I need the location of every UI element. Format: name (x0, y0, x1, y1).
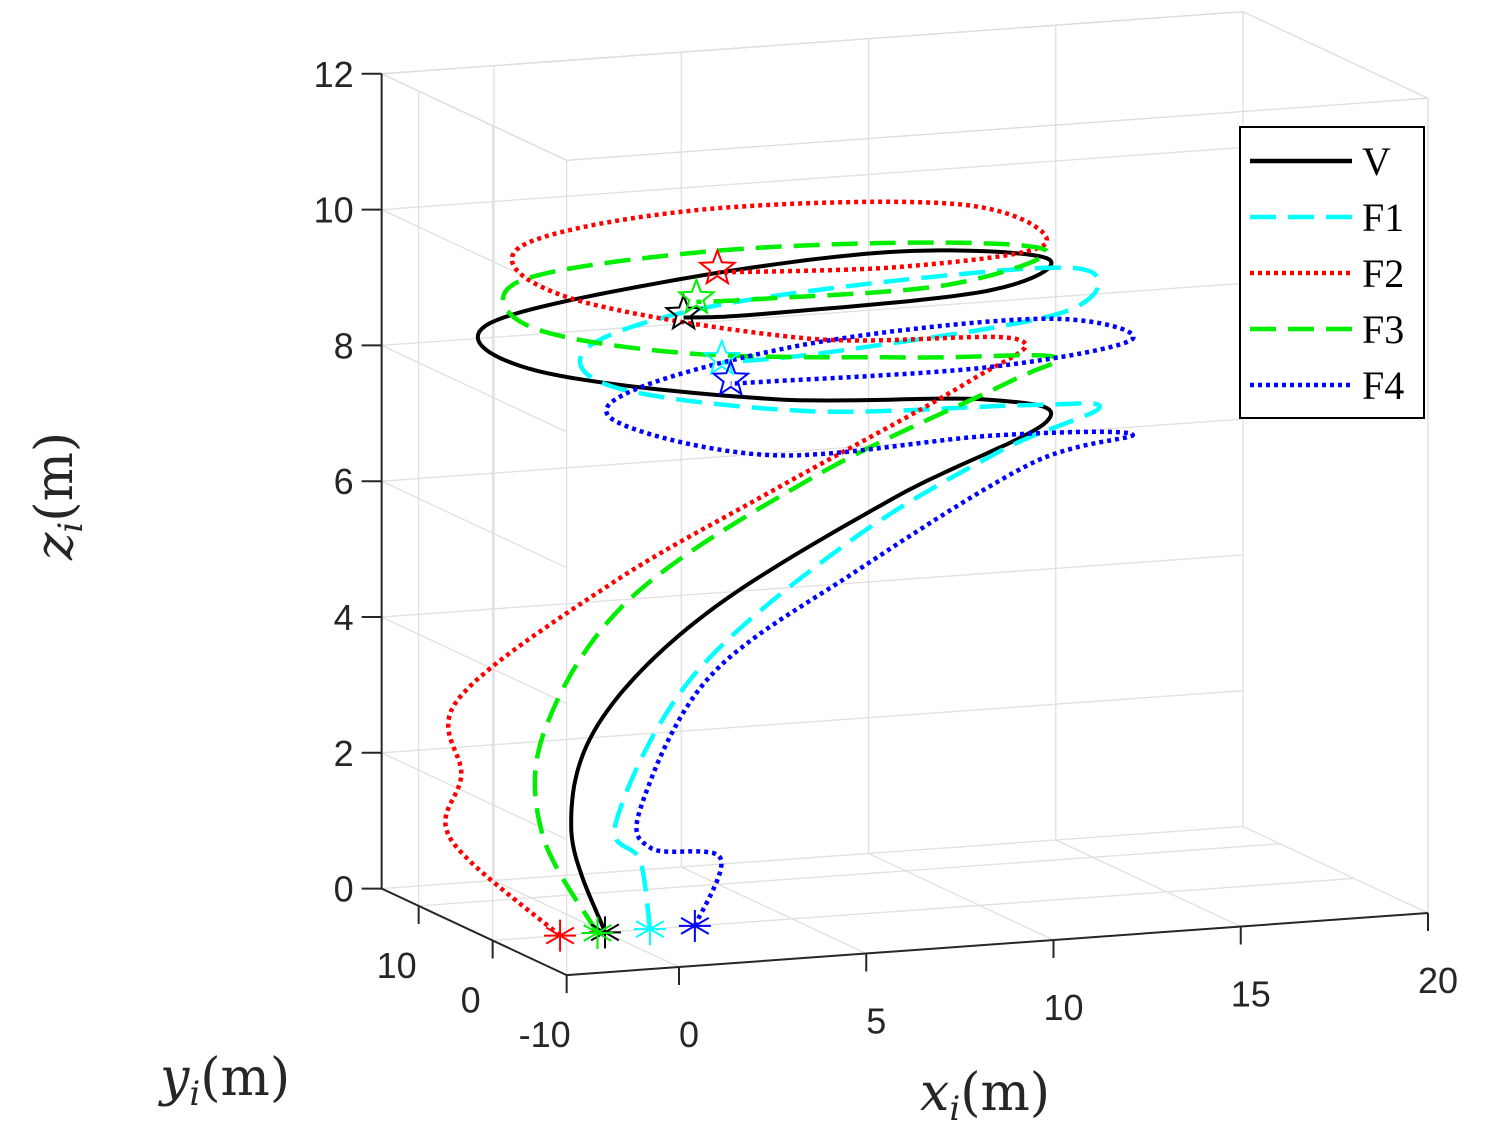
x-tick-label: 5 (866, 1001, 886, 1042)
grid-floor-x (1242, 825, 1429, 914)
end-marker-F4 (710, 358, 751, 397)
x-tick-label: 10 (1043, 987, 1083, 1028)
y-axis-label: yi(m) (158, 1048, 290, 1114)
legend-label-F2: F2 (1362, 251, 1404, 296)
grid-floor-y (418, 843, 1281, 907)
z-tick-label: 10 (314, 190, 354, 231)
z-tick-label: 4 (334, 597, 354, 638)
x-axis-label: xi(m) (920, 1063, 1050, 1127)
legend-label-F4: F4 (1362, 363, 1404, 408)
x-tick-label: 15 (1231, 974, 1271, 1015)
end-marker-F1 (701, 337, 742, 376)
start-marker-F2 (544, 919, 577, 952)
grid-floor-y (492, 877, 1355, 942)
x-tick-label: 20 (1418, 960, 1458, 1001)
grid-floor-x (680, 866, 867, 955)
y-tick-label: -10 (519, 1014, 571, 1055)
box-edge (381, 11, 1244, 75)
grid-floor-x (493, 879, 680, 968)
box-edge (381, 73, 567, 161)
legend-item-F3: F3 (1250, 307, 1404, 352)
z-tick-label: 2 (334, 733, 354, 774)
axis-ticks: 0 5 10 15 20 10 0 -10 0 2 4 6 8 10 12 (314, 54, 1458, 1055)
legend-label-F3: F3 (1362, 307, 1404, 352)
grid-floor-x (1055, 839, 1242, 928)
x-tick-label: 0 (679, 1014, 699, 1055)
x-axis-line (566, 912, 1429, 977)
grid-back-z (381, 825, 1244, 890)
end-marker-F2 (697, 247, 738, 286)
series-lines (443, 199, 1136, 938)
grid-left-z (381, 752, 567, 840)
box-edge (1242, 11, 1429, 99)
grid-back-z (381, 418, 1244, 482)
legend-item-F1: F1 (1250, 195, 1404, 240)
end-marker-F3 (676, 277, 717, 315)
series-line-F2 (443, 199, 1050, 938)
series-line-F3 (500, 240, 1062, 935)
y-tick-label: 0 (461, 980, 481, 1021)
y-axis-line (381, 887, 568, 977)
start-marker-F1 (633, 913, 666, 946)
z-tick-label: 12 (314, 54, 354, 95)
start-marker-F3 (581, 916, 614, 949)
start-marker-F4 (678, 909, 711, 942)
legend-item-F4: F4 (1250, 363, 1404, 408)
legend-label-V: V (1362, 139, 1391, 184)
legend-item-V: V (1250, 139, 1391, 184)
grid-back-z (381, 282, 1244, 347)
box-edge (566, 97, 1429, 161)
grid-left-z (381, 344, 567, 433)
series-markers (544, 247, 751, 952)
legend-item-F2: F2 (1250, 251, 1404, 296)
end-marker-V (663, 292, 704, 331)
grid-back-z (381, 146, 1244, 211)
series-line-F1 (577, 265, 1103, 930)
grid-left-z (381, 616, 567, 705)
legend-label-F1: F1 (1362, 195, 1404, 240)
grid-back-z (381, 690, 1244, 754)
grid-back-z (381, 554, 1244, 618)
z-tick-label: 8 (334, 325, 354, 366)
z-tick-label: 6 (334, 461, 354, 502)
y-tick-label: 10 (377, 945, 417, 986)
legend: V F1 F2 F3 F4 (1239, 126, 1425, 419)
z-tick-label: 0 (334, 869, 354, 910)
grid-left-z (381, 480, 567, 569)
grid-left-z (381, 209, 567, 297)
z-axis-label: zi(m) (25, 432, 91, 561)
grid-floor-x (868, 852, 1054, 941)
